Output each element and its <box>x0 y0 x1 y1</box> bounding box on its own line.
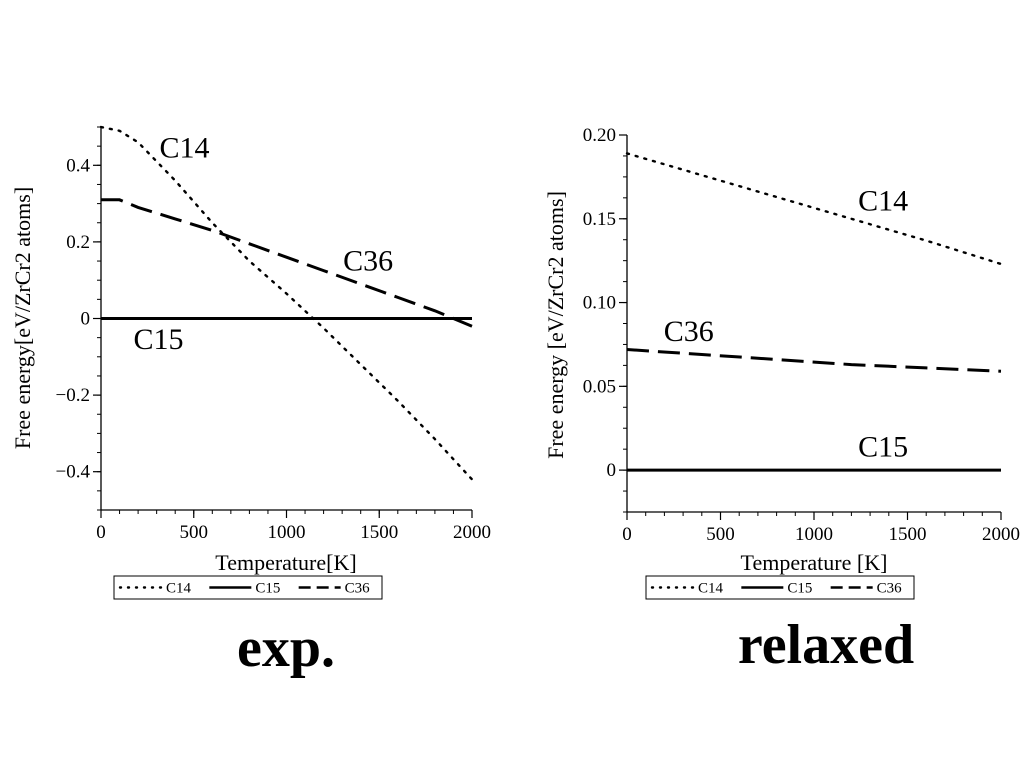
series-line-c14 <box>625 152 1003 266</box>
x-tick-label: 1000 <box>795 524 833 545</box>
series-line-c36 <box>101 198 473 328</box>
y-tick-label: 0.4 <box>66 155 90 176</box>
x-tick-label: 0 <box>96 522 106 543</box>
panel-caption: relaxed <box>738 614 914 676</box>
y-tick-label: −0.4 <box>56 462 91 483</box>
chart-panel-relaxed: 0.20 0.15 0.10 0.05 0 0 500 1000 1500 2000 Tempera… <box>543 125 1020 676</box>
x-tick-label: 500 <box>706 524 735 545</box>
curve-label-c14: C14 <box>159 132 209 165</box>
legend-label-c15: C15 <box>255 581 280 597</box>
x-tick-label: 1500 <box>360 522 398 543</box>
y-tick-label: 0.2 <box>66 232 90 253</box>
y-tick-label: 0 <box>81 309 91 330</box>
y-tick-label: 0.15 <box>583 209 616 230</box>
y-tick-label: −0.2 <box>56 385 90 406</box>
curve-label-c36: C36 <box>343 245 393 278</box>
y-tick-label: 0 <box>607 460 617 481</box>
x-axis-title: Temperature[K] <box>215 550 356 575</box>
y-axis-title: Free energy[eV/ZrCr2 atoms] <box>10 187 35 449</box>
panel-caption: exp. <box>237 617 335 679</box>
curve-label-c36: C36 <box>664 315 714 348</box>
y-tick-label: 0.20 <box>583 125 616 146</box>
x-tick-label: 2000 <box>453 522 491 543</box>
y-tick-label: 0.10 <box>583 293 616 314</box>
legend-label-c14: C14 <box>698 581 724 597</box>
legend-label-c14: C14 <box>166 581 192 597</box>
x-tick-label: 500 <box>180 522 209 543</box>
curve-label-c15: C15 <box>858 431 908 464</box>
curve-label-c15: C15 <box>133 323 183 356</box>
curve-label-c14: C14 <box>858 184 908 217</box>
x-tick-label: 1500 <box>889 524 927 545</box>
series-line-c14 <box>99 125 474 481</box>
chart-panel-exp: 0.4 0.2 0 −0.2 −0.4 0 500 1000 1500 2000 Temperatu… <box>10 125 491 679</box>
x-axis-title: Temperature [K] <box>741 550 888 575</box>
y-tick-label: 0.05 <box>583 376 616 397</box>
y-axis-title: Free energy [eV/ZrCr2 atoms] <box>543 191 568 459</box>
legend-label-c15: C15 <box>787 581 812 597</box>
series-line-c36 <box>626 348 1002 373</box>
x-tick-label: 0 <box>622 524 632 545</box>
legend-label-c36: C36 <box>345 581 371 597</box>
x-tick-label: 2000 <box>982 524 1020 545</box>
x-tick-label: 1000 <box>268 522 306 543</box>
legend-label-c36: C36 <box>877 581 903 597</box>
